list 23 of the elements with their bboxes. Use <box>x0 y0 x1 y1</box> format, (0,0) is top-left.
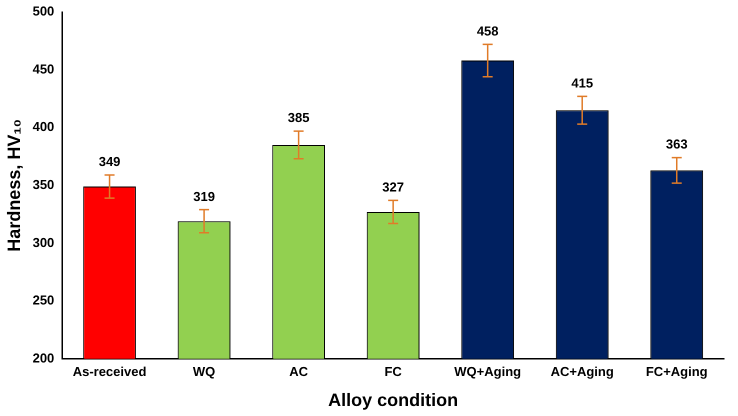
data-label: 385 <box>288 110 310 126</box>
y-tick-label: 350 <box>32 176 54 192</box>
y-tick-label: 400 <box>32 119 54 134</box>
x-tick-label: FC <box>384 364 402 380</box>
y-tick-label: 500 <box>32 4 54 19</box>
data-label: 363 <box>666 136 688 152</box>
y-tick-label: 450 <box>32 61 54 76</box>
data-label: 349 <box>98 154 120 170</box>
data-label: 415 <box>571 75 594 90</box>
x-tick-label: WQ+Aging <box>454 364 522 380</box>
x-tick-label: As-received <box>72 364 146 380</box>
y-tick-label: 300 <box>32 234 54 250</box>
x-tick-label: AC+Aging <box>550 364 614 380</box>
data-label: 458 <box>476 23 499 38</box>
x-tick-label: WQ <box>192 364 216 380</box>
x-tick-label: AC <box>289 364 309 380</box>
x-tick-label: FC+Aging <box>646 364 708 380</box>
y-axis-title: Hardness, HV₁₀ <box>4 119 24 252</box>
data-label: 327 <box>382 180 404 195</box>
y-tick-label: 200 <box>32 350 54 366</box>
data-label: 319 <box>193 188 215 204</box>
x-axis-title: Alloy condition <box>328 390 458 410</box>
y-tick-label: 250 <box>32 292 54 308</box>
